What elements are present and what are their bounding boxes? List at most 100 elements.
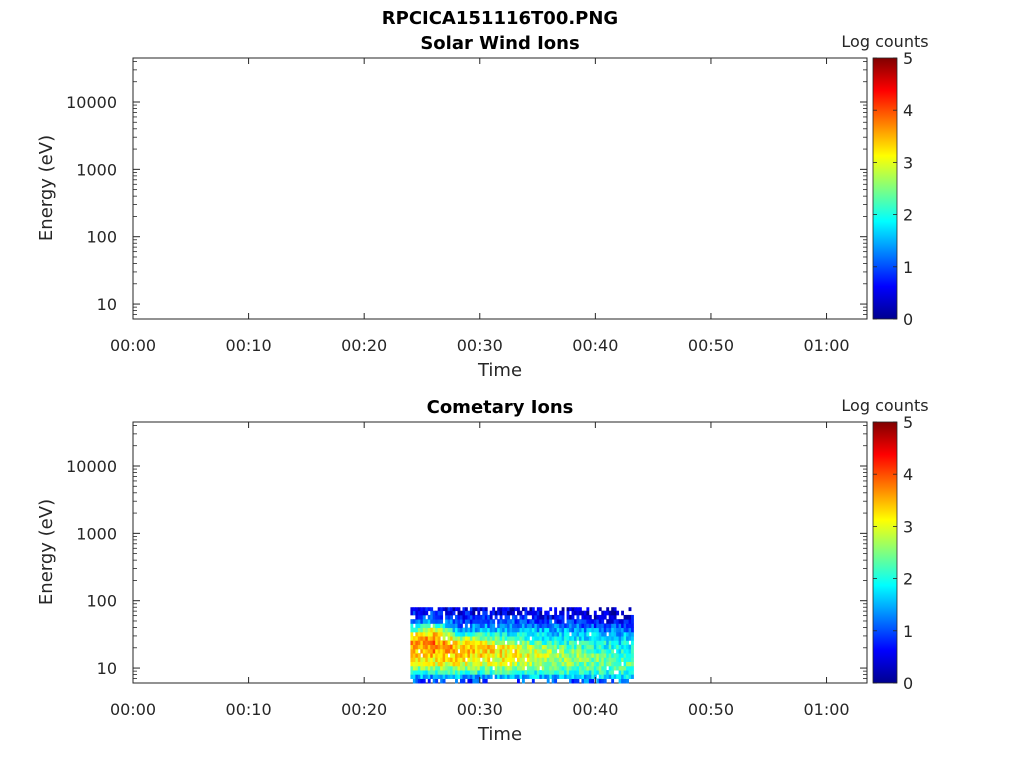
spectrogram-cell bbox=[504, 657, 508, 663]
spectrogram-cell bbox=[596, 623, 600, 629]
spectrogram-cell bbox=[519, 627, 523, 633]
spectrogram-cell bbox=[467, 644, 471, 650]
spectrogram-cell bbox=[616, 653, 620, 658]
spectrogram-cell bbox=[616, 648, 620, 654]
spectrogram-cell bbox=[497, 619, 501, 624]
spectrogram-cell bbox=[430, 640, 434, 646]
spectrogram-cell bbox=[422, 648, 426, 654]
spectrogram-cell bbox=[455, 657, 458, 663]
spectrogram-cell bbox=[618, 644, 622, 650]
figure-filename: RPCICA151116T00.PNG bbox=[382, 8, 618, 29]
y-tick-label: 1000 bbox=[76, 524, 117, 543]
spectrogram-cell bbox=[598, 678, 602, 684]
spectrogram-cell bbox=[445, 657, 448, 663]
spectrogram-cell bbox=[534, 636, 538, 641]
spectrogram-cell bbox=[455, 644, 458, 650]
spectrogram-cell bbox=[482, 648, 486, 654]
spectrogram-cell bbox=[489, 636, 493, 641]
spectrogram-cell bbox=[576, 619, 580, 624]
spectrogram-cell bbox=[626, 674, 629, 679]
colorbar-tick-label: 2 bbox=[903, 570, 913, 589]
spectrogram-cell bbox=[583, 661, 587, 667]
spectrogram-cell bbox=[586, 661, 590, 667]
spectrogram-cell bbox=[432, 661, 436, 667]
spectrogram-cell bbox=[512, 627, 515, 633]
spectrogram-cell bbox=[462, 631, 466, 637]
spectrogram-cell bbox=[514, 631, 518, 637]
spectrogram-cell bbox=[621, 610, 624, 616]
spectrogram-cell bbox=[489, 631, 493, 637]
spectrogram-cell bbox=[526, 657, 530, 663]
spectrogram-cell bbox=[512, 607, 515, 612]
spectrogram-cell bbox=[437, 627, 441, 633]
spectrogram-cell bbox=[420, 636, 424, 641]
spectrogram-cell bbox=[608, 670, 612, 675]
spectrogram-cell bbox=[571, 674, 575, 679]
spectrogram-cell bbox=[621, 648, 624, 654]
spectrogram-cell bbox=[524, 619, 528, 624]
spectrogram-cell bbox=[544, 640, 548, 646]
spectrogram-cell bbox=[487, 657, 491, 663]
spectrogram-cell bbox=[432, 670, 436, 675]
spectrogram-cell bbox=[415, 640, 419, 646]
spectrogram-cell bbox=[427, 670, 431, 675]
spectrogram-cell bbox=[435, 614, 439, 620]
spectrogram-cell bbox=[546, 631, 550, 637]
spectrogram-cell bbox=[482, 661, 486, 667]
spectrogram-cell bbox=[541, 674, 545, 679]
spectrogram-cell bbox=[517, 661, 520, 667]
spectrogram-cell bbox=[536, 619, 540, 624]
spectrogram-cell bbox=[551, 674, 555, 679]
spectrogram-cell bbox=[467, 670, 471, 675]
spectrogram-cell bbox=[588, 640, 592, 646]
spectrogram-cell bbox=[412, 644, 416, 650]
spectrogram-cell bbox=[519, 631, 523, 637]
spectrogram-cell bbox=[507, 657, 510, 663]
spectrogram-cell bbox=[628, 657, 632, 663]
spectrogram-cell bbox=[566, 614, 570, 620]
spectrogram-cell bbox=[507, 623, 510, 629]
spectrogram-cell bbox=[492, 661, 496, 667]
spectrogram-cell bbox=[514, 636, 518, 641]
spectrogram-cell bbox=[608, 661, 612, 667]
spectrogram-cell bbox=[546, 614, 550, 620]
spectrogram-cell bbox=[417, 631, 421, 637]
spectrogram-cell bbox=[432, 657, 436, 663]
spectrogram-cell bbox=[588, 657, 592, 663]
spectrogram-cell bbox=[514, 607, 518, 612]
spectrogram-cell bbox=[593, 657, 597, 663]
spectrogram-cell bbox=[603, 610, 607, 616]
colorbar-tick-label: 1 bbox=[903, 258, 913, 277]
spectrogram-cell bbox=[631, 653, 634, 658]
spectrogram-cell bbox=[477, 627, 481, 633]
spectrogram-cell bbox=[559, 619, 563, 624]
spectrogram-cell bbox=[427, 640, 431, 646]
spectrogram-cell bbox=[546, 623, 550, 629]
spectrogram-cell bbox=[539, 640, 543, 646]
spectrogram-cell bbox=[432, 648, 436, 654]
spectrogram-cell bbox=[472, 623, 476, 629]
spectrogram-cell bbox=[546, 678, 550, 684]
spectrogram-cell bbox=[482, 636, 486, 641]
spectrogram-cell bbox=[556, 623, 560, 629]
spectrogram-cell bbox=[450, 674, 453, 679]
spectrogram-cell bbox=[521, 627, 525, 633]
spectrogram-cell bbox=[415, 627, 419, 633]
spectrogram-cell bbox=[531, 644, 535, 650]
spectrogram-cell bbox=[469, 665, 473, 671]
spectrogram-cell bbox=[606, 623, 610, 629]
spectrogram-cell bbox=[497, 640, 501, 646]
spectrogram-cell bbox=[588, 623, 592, 629]
spectrogram-cell bbox=[586, 665, 590, 671]
spectrogram-cell bbox=[531, 657, 535, 663]
spectrogram-cell bbox=[571, 619, 575, 624]
spectrogram-cell bbox=[598, 640, 602, 646]
spectrogram-cell bbox=[586, 636, 590, 641]
spectrogram-cell bbox=[457, 644, 461, 650]
spectrogram-cell bbox=[596, 636, 600, 641]
spectrogram-cell bbox=[477, 674, 481, 679]
spectrogram-cell bbox=[482, 610, 486, 616]
spectrogram-cell bbox=[569, 640, 572, 646]
spectrogram-cell bbox=[593, 653, 597, 658]
spectrogram-cell bbox=[507, 665, 510, 671]
